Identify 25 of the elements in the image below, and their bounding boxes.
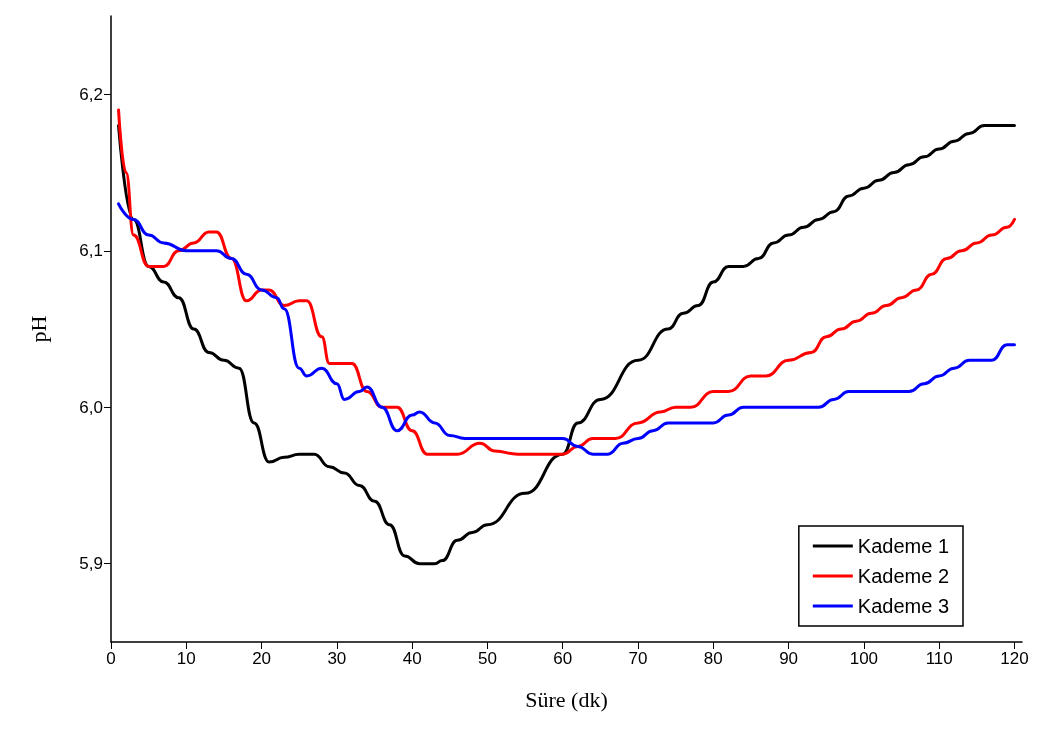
legend-label: Kademe 3 [857, 595, 949, 617]
line-series [117, 202, 1016, 456]
line-series [117, 124, 1016, 566]
x-tick-label: 50 [477, 649, 497, 668]
y-tick-label: 6,1 [79, 241, 103, 261]
legend-label: Kademe 2 [857, 565, 949, 587]
x-tick-label: 40 [402, 649, 422, 668]
line-series [117, 108, 1016, 456]
x-tick-label: 0 [106, 649, 116, 668]
legend-label: Kademe 1 [857, 535, 949, 557]
y-axis-title: pH [25, 315, 51, 343]
y-tick-label: 6,0 [79, 397, 103, 417]
y-tick-label: 5,9 [79, 554, 103, 574]
x-axis-title: Süre (dk) [525, 686, 608, 712]
x-tick-label: 30 [327, 649, 347, 668]
x-tick-label: 100 [849, 649, 879, 668]
y-tick-label: 6,2 [79, 84, 103, 104]
x-tick-label: 60 [553, 649, 573, 668]
x-tick-label: 120 [1000, 649, 1029, 668]
x-tick-label: 90 [779, 649, 799, 668]
x-tick-label: 20 [252, 649, 272, 668]
x-tick-label: 10 [176, 649, 196, 668]
x-tick-label: 80 [703, 649, 723, 668]
x-tick-label: 70 [628, 649, 648, 668]
x-tick-label: 110 [925, 649, 953, 668]
